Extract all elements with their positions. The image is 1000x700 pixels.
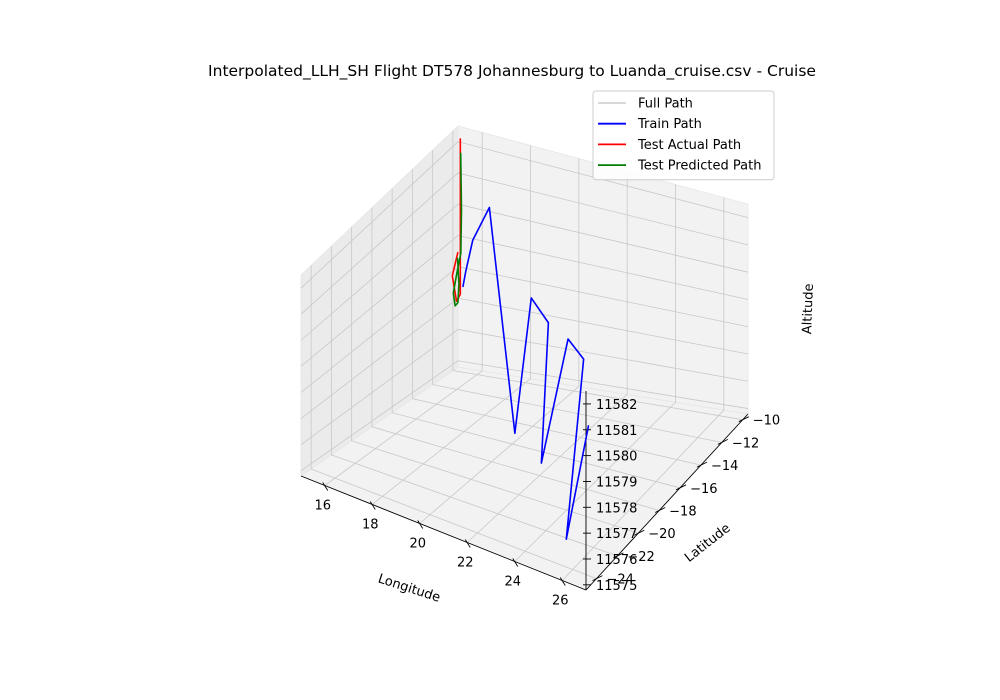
y-tick-label: −22 (627, 550, 654, 565)
x-tick-label: 24 (504, 575, 521, 590)
x-tick-mark (417, 520, 424, 529)
y-axis-label: Latitude (682, 521, 733, 566)
legend-label: Test Predicted Path (637, 159, 761, 174)
grid-lines (300, 130, 749, 581)
legend-label: Full Path (638, 97, 693, 112)
y-tick-label: −20 (648, 527, 675, 542)
x-tick-mark (369, 501, 376, 510)
z-tick-label: 11576 (596, 553, 637, 568)
x-tick-mark (464, 539, 471, 548)
z-grid-line (300, 172, 749, 315)
x-tick-label: 20 (409, 537, 426, 552)
z-grid-line (300, 203, 749, 341)
z-axis-label: Altitude (800, 283, 817, 334)
y-tick-label: −24 (606, 573, 633, 588)
z-tick-label: 11580 (596, 450, 637, 465)
z-grid-line (300, 141, 749, 289)
y-grid-line (310, 265, 597, 580)
z-tick-label: 11578 (596, 501, 637, 516)
x-tick-label: 22 (457, 556, 474, 571)
series-line-3 (452, 152, 463, 307)
y-tick-mark (717, 438, 729, 445)
x-axis-line (300, 475, 587, 591)
y-tick-label: −18 (669, 505, 696, 520)
y-grid-line (330, 246, 618, 557)
series-lines (451, 138, 590, 540)
x-grid-line (372, 145, 531, 505)
legend-label: Test Actual Path (637, 138, 741, 153)
x-grid-line (324, 132, 483, 486)
axis-lines (300, 391, 749, 591)
x-grid-line (419, 158, 580, 524)
x-tick-label: 18 (362, 518, 379, 533)
x-grid-line (466, 171, 628, 543)
y-tick-mark (738, 416, 749, 423)
chart-title: Interpolated_LLH_SH Flight DT578 Johanne… (208, 62, 816, 81)
tick-marks-and-labels: 16 18 20 22 24 26 −24 −22 −20 −18 −16 −14 −12 −10 1157… (314, 398, 780, 609)
x-tick-mark (512, 558, 519, 567)
y-grid-line (371, 207, 660, 511)
x-grid-line (561, 197, 725, 581)
y-grid-line (391, 188, 681, 489)
z-tick-label: 11579 (596, 475, 637, 490)
y-grid-line (351, 226, 639, 534)
y-axis-line (585, 413, 749, 591)
legend-label: Train Path (637, 117, 702, 132)
y-tick-mark (592, 575, 603, 582)
z-grid-line (300, 360, 749, 472)
x-tick-mark (322, 482, 329, 491)
legend-box (592, 90, 775, 181)
y-tick-mark (634, 529, 645, 536)
y-tick-mark (613, 552, 624, 559)
z-grid-line (300, 329, 749, 445)
z-tick-label: 11577 (596, 527, 637, 542)
x-tick-label: 16 (314, 499, 331, 514)
x-axis-label: Longitude (376, 572, 442, 606)
x-grid-line (514, 184, 676, 562)
y-tick-mark (654, 507, 666, 513)
series-line-1 (462, 206, 590, 540)
y-tick-label: −12 (732, 436, 759, 451)
x-tick-mark (559, 577, 566, 586)
y-tick-mark (696, 461, 708, 468)
x-tick-label: 26 (552, 594, 569, 609)
y-tick-label: −14 (711, 459, 738, 474)
y-grid-line (432, 150, 722, 443)
y-tick-mark (675, 484, 687, 491)
legend: Full Path Train Path Test Actual Path Test … (592, 90, 775, 181)
z-grid-line (300, 235, 749, 367)
y-tick-label: −16 (690, 482, 717, 497)
z-tick-label: 11582 (596, 398, 637, 413)
z-tick-label: 11575 (596, 579, 637, 594)
y-tick-label: −10 (753, 414, 780, 429)
y-grid-line (412, 169, 702, 466)
z-tick-label: 11581 (596, 424, 637, 439)
y-grid-line (452, 130, 743, 421)
